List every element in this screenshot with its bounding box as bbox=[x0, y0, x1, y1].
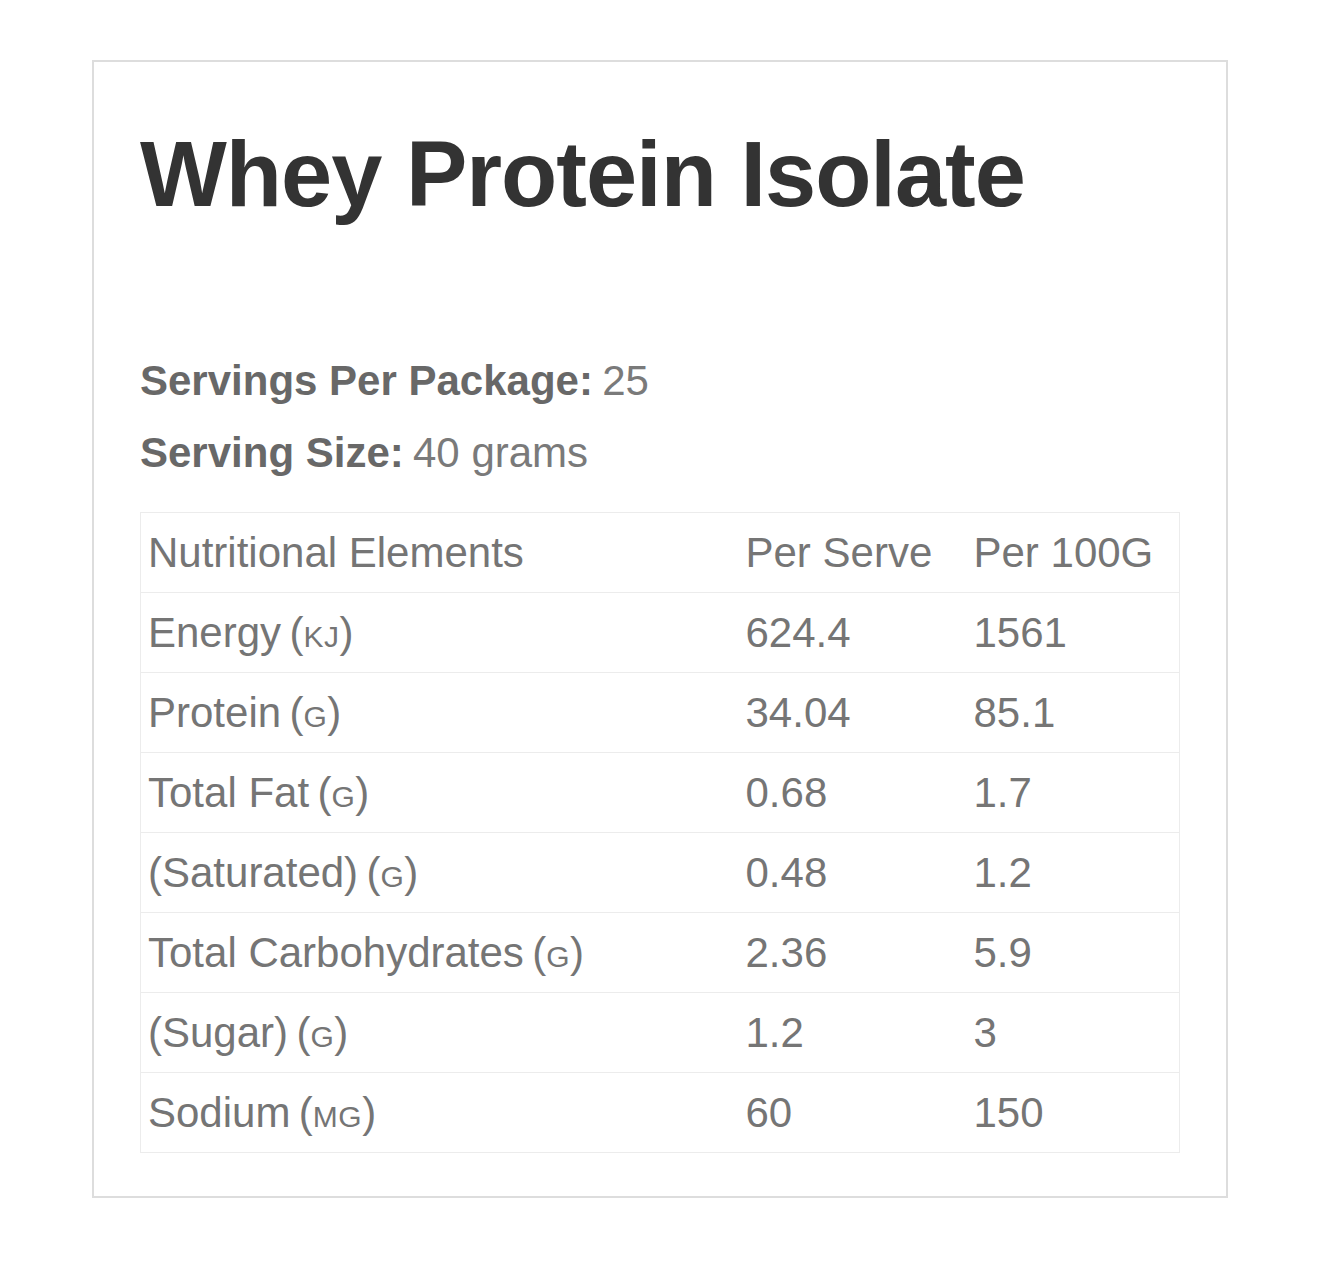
nutrient-name-cell: Energy(KJ) bbox=[141, 593, 739, 673]
table-row: (Saturated)(G) 0.48 1.2 bbox=[141, 833, 1180, 913]
nutrient-name: Sodium bbox=[148, 1089, 290, 1136]
serving-size-label: Serving Size: bbox=[140, 429, 404, 476]
unit-open-paren: ( bbox=[532, 929, 546, 976]
serving-size-line: Serving Size:40 grams bbox=[140, 417, 1180, 489]
nutrient-name-cell: Total Carbohydrates(G) bbox=[141, 913, 739, 993]
page-background: Whey Protein Isolate Servings Per Packag… bbox=[0, 0, 1320, 1280]
serving-size-value: 40 grams bbox=[413, 429, 588, 476]
unit-open-paren: ( bbox=[289, 689, 303, 736]
nutrient-name-cell: (Saturated)(G) bbox=[141, 833, 739, 913]
nutrient-name: Protein bbox=[148, 689, 281, 736]
per-100g-cell: 5.9 bbox=[967, 913, 1180, 993]
per-100g-cell: 1561 bbox=[967, 593, 1180, 673]
per-serve-cell: 60 bbox=[739, 1073, 967, 1153]
nutrient-name: Energy bbox=[148, 609, 281, 656]
per-100g-cell: 3 bbox=[967, 993, 1180, 1073]
nutrition-table: Nutritional Elements Per Serve Per 100G … bbox=[140, 512, 1180, 1153]
nutrient-unit: G bbox=[381, 860, 405, 893]
nutrient-name-cell: Protein(G) bbox=[141, 673, 739, 753]
nutrition-card: Whey Protein Isolate Servings Per Packag… bbox=[92, 60, 1228, 1198]
table-row: (Sugar)(G) 1.2 3 bbox=[141, 993, 1180, 1073]
servings-per-package-value: 25 bbox=[602, 357, 649, 404]
nutrient-unit: G bbox=[331, 780, 355, 813]
table-row: Total Carbohydrates(G) 2.36 5.9 bbox=[141, 913, 1180, 993]
table-row: Sodium(MG) 60 150 bbox=[141, 1073, 1180, 1153]
nutrient-unit: MG bbox=[313, 1100, 362, 1133]
unit-close-paren: ) bbox=[339, 609, 353, 656]
servings-per-package-line: Servings Per Package:25 bbox=[140, 345, 1180, 417]
unit-open-paren: ( bbox=[299, 1089, 313, 1136]
unit-close-paren: ) bbox=[570, 929, 584, 976]
nutrient-name-cell: Sodium(MG) bbox=[141, 1073, 739, 1153]
per-100g-cell: 150 bbox=[967, 1073, 1180, 1153]
nutrient-unit: G bbox=[546, 940, 570, 973]
nutrient-name-cell: Total Fat(G) bbox=[141, 753, 739, 833]
table-row: Protein(G) 34.04 85.1 bbox=[141, 673, 1180, 753]
nutrient-name: (Saturated) bbox=[148, 849, 358, 896]
nutrient-unit: G bbox=[310, 1020, 334, 1053]
serving-info: Servings Per Package:25 Serving Size:40 … bbox=[140, 345, 1180, 489]
per-serve-cell: 2.36 bbox=[739, 913, 967, 993]
per-serve-cell: 1.2 bbox=[739, 993, 967, 1073]
column-header-nutritional-elements: Nutritional Elements bbox=[141, 513, 739, 593]
nutrient-name: Total Fat bbox=[148, 769, 309, 816]
unit-close-paren: ) bbox=[334, 1009, 348, 1056]
nutrient-unit: KJ bbox=[303, 620, 339, 653]
unit-close-paren: ) bbox=[355, 769, 369, 816]
nutrient-name-cell: (Sugar)(G) bbox=[141, 993, 739, 1073]
unit-open-paren: ( bbox=[367, 849, 381, 896]
per-serve-cell: 0.68 bbox=[739, 753, 967, 833]
per-100g-cell: 1.7 bbox=[967, 753, 1180, 833]
servings-per-package-label: Servings Per Package: bbox=[140, 357, 593, 404]
table-row: Energy(KJ) 624.4 1561 bbox=[141, 593, 1180, 673]
per-serve-cell: 0.48 bbox=[739, 833, 967, 913]
nutrient-name: (Sugar) bbox=[148, 1009, 288, 1056]
per-100g-cell: 85.1 bbox=[967, 673, 1180, 753]
column-header-per-serve: Per Serve bbox=[739, 513, 967, 593]
table-header-row: Nutritional Elements Per Serve Per 100G bbox=[141, 513, 1180, 593]
per-serve-cell: 34.04 bbox=[739, 673, 967, 753]
table-row: Total Fat(G) 0.68 1.7 bbox=[141, 753, 1180, 833]
product-title: Whey Protein Isolate bbox=[140, 124, 1180, 225]
per-serve-cell: 624.4 bbox=[739, 593, 967, 673]
unit-open-paren: ( bbox=[317, 769, 331, 816]
unit-close-paren: ) bbox=[327, 689, 341, 736]
column-header-per-100g: Per 100G bbox=[967, 513, 1180, 593]
nutrient-name: Total Carbohydrates bbox=[148, 929, 524, 976]
unit-close-paren: ) bbox=[404, 849, 418, 896]
unit-open-paren: ( bbox=[296, 1009, 310, 1056]
per-100g-cell: 1.2 bbox=[967, 833, 1180, 913]
unit-close-paren: ) bbox=[362, 1089, 376, 1136]
nutrient-unit: G bbox=[303, 700, 327, 733]
unit-open-paren: ( bbox=[289, 609, 303, 656]
